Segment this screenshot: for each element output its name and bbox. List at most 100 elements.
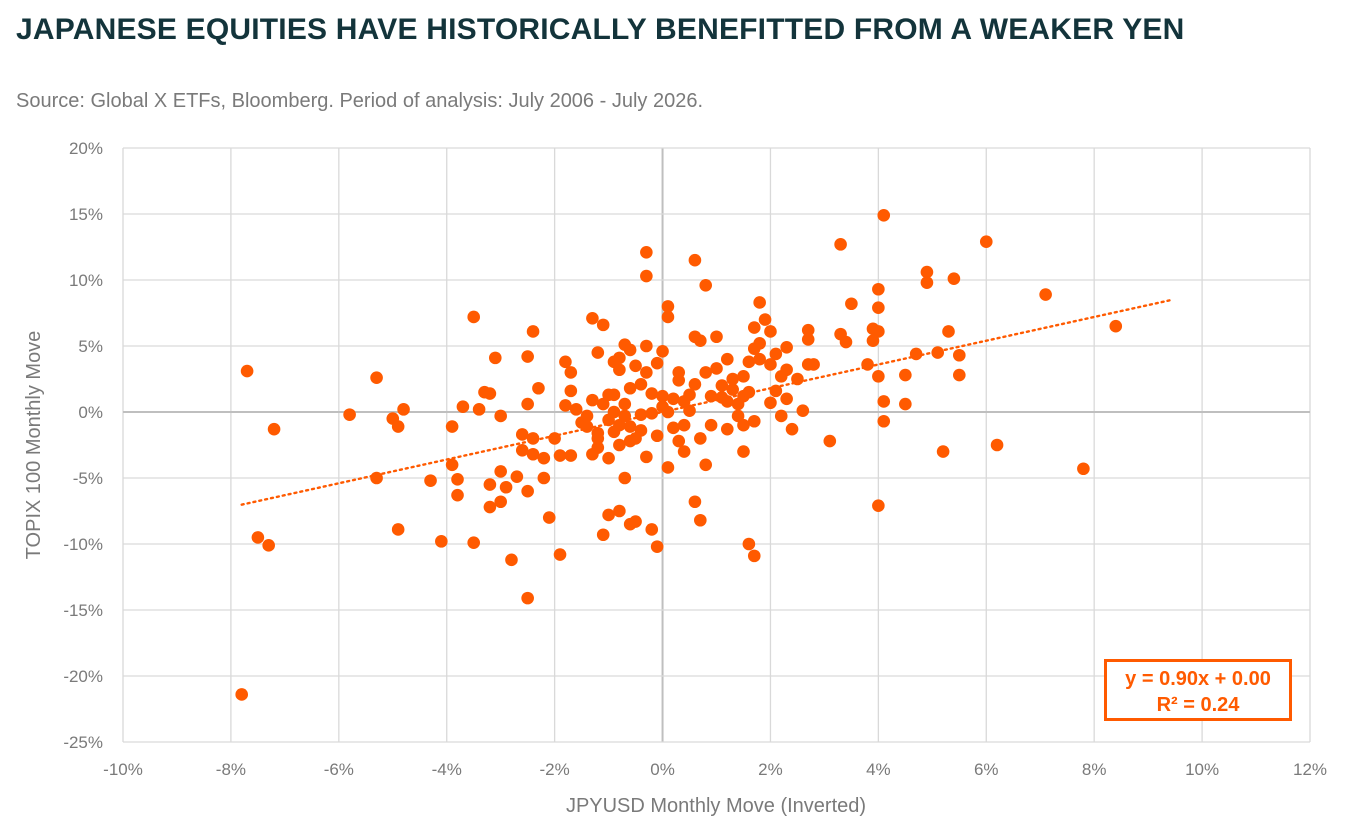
data-point (640, 245, 653, 259)
data-point (769, 384, 783, 398)
data-point (623, 420, 637, 433)
data-point (435, 535, 448, 548)
data-point (472, 403, 486, 416)
chart-title: JAPANESE EQUITIES HAVE HISTORICALLY BENE… (16, 13, 1185, 46)
data-point (694, 334, 707, 348)
data-point (699, 278, 713, 292)
x-tick-label: 12% (1293, 760, 1327, 779)
data-point (785, 422, 799, 436)
data-point (553, 548, 567, 561)
data-point (656, 344, 669, 358)
data-point (753, 337, 766, 350)
data-point (591, 346, 605, 359)
regression-annotation: y = 0.90x + 0.00 R² = 0.24 (1104, 659, 1292, 721)
x-tick-label: -4% (432, 760, 462, 779)
data-point (618, 397, 632, 411)
data-point (251, 531, 265, 544)
data-point (677, 418, 691, 432)
data-point (877, 209, 891, 222)
data-point (1109, 319, 1123, 333)
data-point (758, 313, 772, 326)
data-point (559, 355, 572, 369)
x-tick-label: -8% (216, 760, 246, 779)
data-point (634, 408, 648, 421)
data-point (872, 325, 885, 338)
data-points (235, 209, 1123, 701)
data-point (872, 370, 885, 383)
data-point (559, 399, 572, 412)
data-point (580, 420, 594, 433)
data-point (586, 311, 599, 325)
trendline-path (240, 299, 1171, 506)
data-point (488, 351, 502, 365)
data-point (877, 414, 891, 428)
data-point (688, 253, 702, 267)
x-tick-label: 2% (758, 760, 783, 779)
y-tick-label: -20% (63, 667, 103, 686)
y-tick-label: -5% (73, 469, 103, 488)
data-point (494, 409, 507, 423)
data-point (343, 408, 356, 421)
regression-equation: y = 0.90x + 0.00 (1125, 668, 1271, 690)
data-point (613, 363, 626, 377)
data-point (979, 235, 993, 249)
data-point (634, 424, 648, 437)
data-point (553, 449, 567, 462)
data-point (1039, 288, 1052, 301)
data-point (866, 334, 880, 348)
data-point (537, 471, 551, 485)
data-point (931, 346, 945, 359)
data-point (834, 238, 847, 251)
data-point (952, 348, 966, 362)
data-point (737, 370, 750, 383)
data-point (602, 508, 615, 522)
data-point (780, 363, 793, 377)
data-point (807, 358, 820, 371)
data-point (872, 282, 885, 296)
data-point (532, 381, 545, 395)
data-point (742, 537, 756, 551)
data-point (451, 473, 464, 486)
data-point (629, 359, 642, 373)
data-point (483, 478, 497, 491)
data-point (613, 438, 626, 452)
data-point (510, 470, 524, 483)
data-point (526, 447, 540, 461)
data-point (715, 379, 729, 392)
data-point (607, 388, 621, 402)
data-point (737, 445, 750, 458)
data-point (899, 397, 912, 411)
trendline (240, 299, 1171, 506)
data-point (764, 396, 777, 410)
data-point (451, 488, 464, 502)
data-point (515, 428, 529, 441)
data-point (586, 393, 599, 407)
data-point (613, 351, 626, 365)
data-point (526, 432, 540, 445)
data-point (483, 387, 497, 400)
x-tick-label: 4% (866, 760, 891, 779)
data-point (753, 296, 766, 309)
data-point (596, 318, 610, 332)
y-tick-label: 0% (78, 403, 103, 422)
y-tick-label: -10% (63, 535, 103, 554)
data-point (688, 377, 702, 391)
data-point (677, 445, 691, 458)
data-point (515, 443, 529, 457)
data-point (661, 461, 675, 474)
data-point (753, 352, 766, 366)
data-point (645, 523, 659, 536)
data-point (920, 265, 934, 279)
data-point (936, 445, 950, 458)
data-point (720, 352, 734, 366)
data-point (640, 339, 653, 353)
data-point (640, 269, 653, 283)
data-point (710, 330, 723, 344)
data-point (521, 397, 534, 411)
data-point (747, 321, 761, 334)
x-tick-label: -2% (540, 760, 570, 779)
data-point (521, 591, 534, 605)
data-point (370, 471, 383, 485)
data-point (397, 403, 410, 416)
